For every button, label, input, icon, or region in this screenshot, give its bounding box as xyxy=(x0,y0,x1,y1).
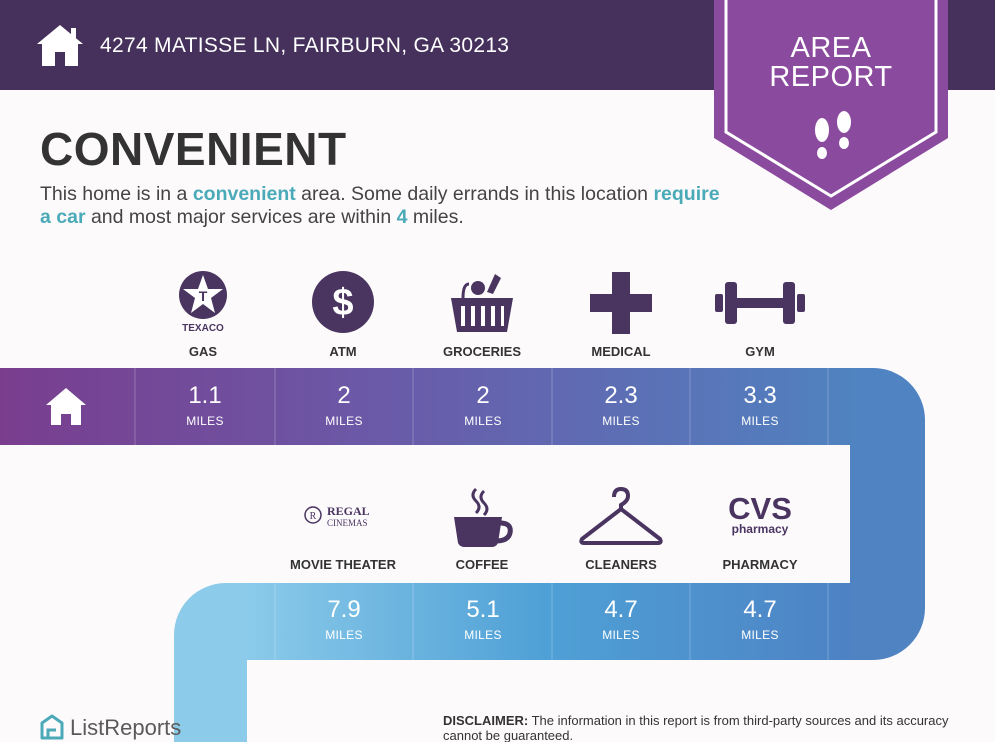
svg-text:R: R xyxy=(310,511,317,522)
badge-line-1: AREA xyxy=(790,32,872,64)
area-report-badge: AREA REPORT xyxy=(714,0,948,210)
footprints-icon xyxy=(815,111,851,159)
svg-text:TEXACO: TEXACO xyxy=(182,323,224,334)
summary-text: This home is in a convenient area. Some … xyxy=(40,183,720,228)
poi-label: PHARMACY xyxy=(722,557,798,572)
listreports-logo-icon xyxy=(40,714,64,740)
hanger-icon xyxy=(551,485,691,547)
svg-text:CVS: CVS xyxy=(728,491,792,526)
regal-cinemas-logo-icon: R REGAL CINEMAS xyxy=(273,501,413,531)
poi-label: MOVIE THEATER xyxy=(290,557,396,572)
poi-label: GYM xyxy=(745,344,775,359)
poi-label: ATM xyxy=(329,344,357,359)
badge-line-2: REPORT xyxy=(769,61,893,93)
home-icon xyxy=(37,25,83,66)
svg-text:pharmacy: pharmacy xyxy=(732,522,789,536)
medical-cross-icon xyxy=(551,272,691,334)
page-title: CONVENIENT xyxy=(40,123,347,175)
road-home-icon xyxy=(46,388,86,425)
svg-text:REGAL: REGAL xyxy=(327,504,370,518)
dumbbell-icon xyxy=(690,280,830,326)
coffee-cup-icon xyxy=(412,487,552,549)
svg-text:CINEMAS: CINEMAS xyxy=(327,518,368,528)
disclaimer-text: DISCLAIMER: The information in this repo… xyxy=(443,713,949,742)
texaco-logo-icon: T TEXACO xyxy=(133,270,273,334)
svg-text:$: $ xyxy=(332,282,353,324)
property-address: 4274 MATISSE LN, FAIRBURN, GA 30213 xyxy=(100,34,510,57)
dollar-icon: $ xyxy=(273,270,413,334)
listreports-logo-text: ListReports xyxy=(70,715,182,740)
poi-label: MEDICAL xyxy=(591,344,651,359)
poi-label: CLEANERS xyxy=(585,557,657,572)
svg-text:T: T xyxy=(199,288,208,304)
cvs-pharmacy-logo-icon: CVS pharmacy xyxy=(690,491,830,537)
poi-label: GAS xyxy=(188,344,218,359)
poi-label: COFFEE xyxy=(455,557,509,572)
poi-label: GROCERIES xyxy=(442,344,521,359)
grocery-basket-icon xyxy=(412,270,552,336)
